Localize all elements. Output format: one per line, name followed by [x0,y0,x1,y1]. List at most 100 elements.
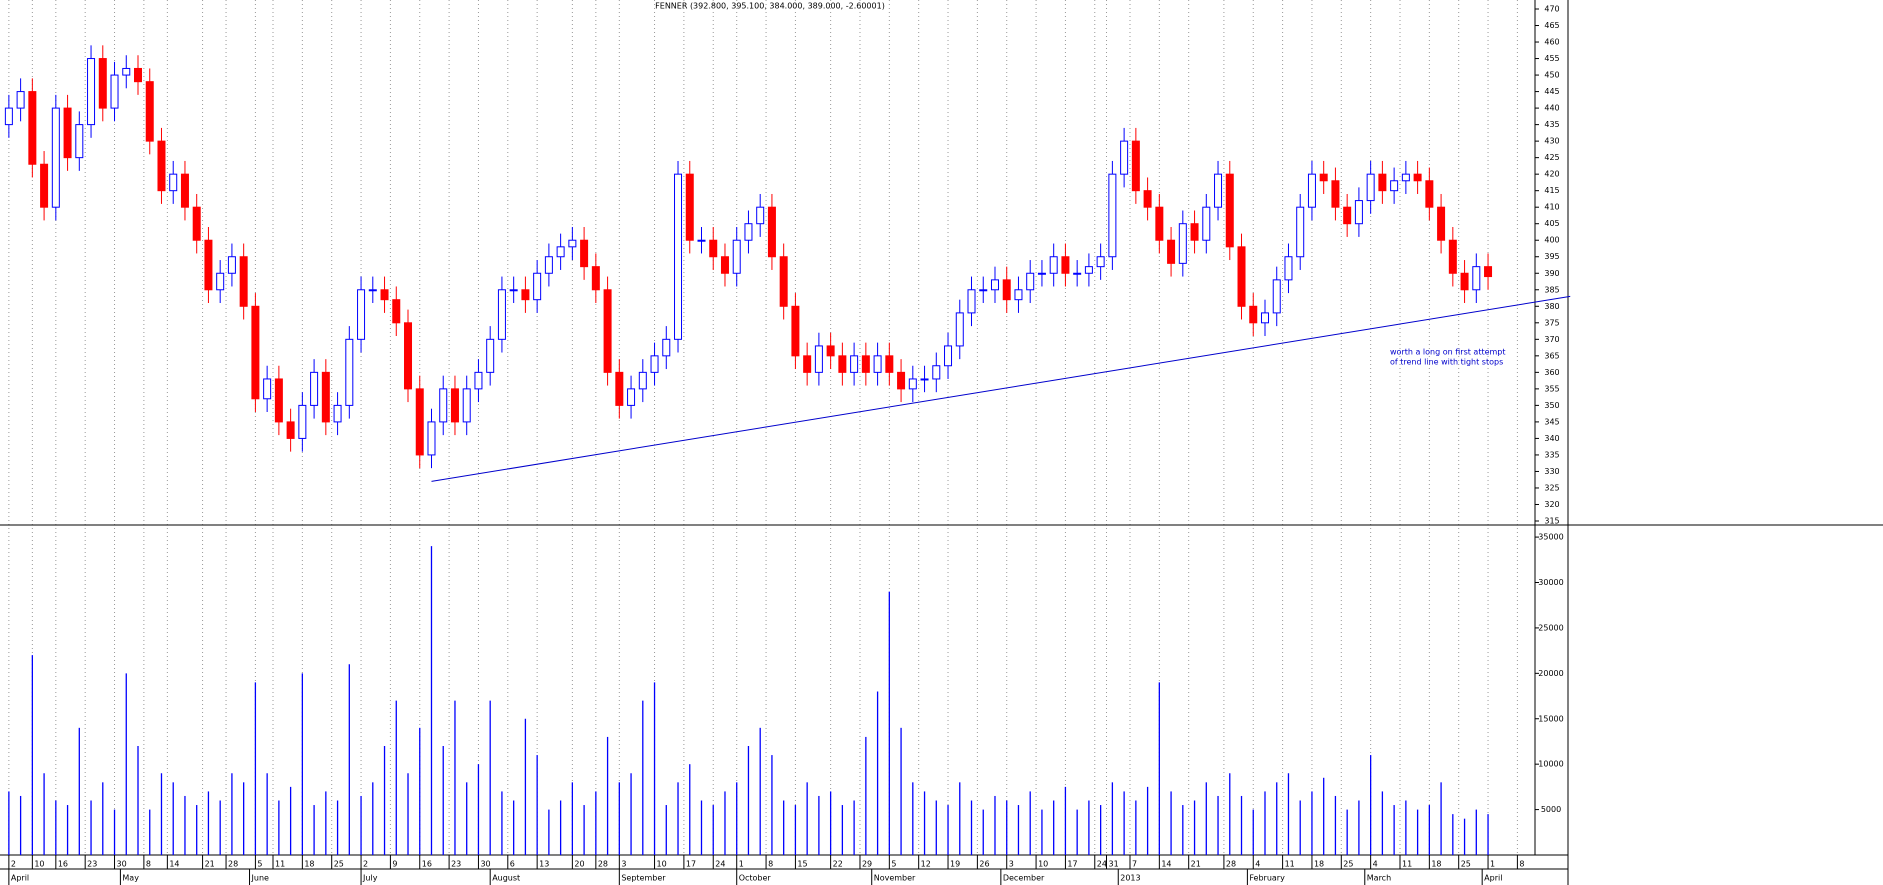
candle-body [1120,140,1129,175]
candle-body [779,256,788,307]
candle-body [1366,173,1375,202]
x-tick-label: 28 [1226,860,1236,869]
candle-body [1202,206,1211,241]
candle-body [1002,279,1011,301]
candle-body [1413,173,1422,182]
candle-body [967,289,976,314]
candle-body [627,388,636,406]
candle-body [251,305,260,400]
y2-tick-label: 30000 [1538,578,1563,587]
candle-body [192,206,201,241]
candle-body [932,365,941,380]
y-tick-label: 315 [1544,517,1559,526]
x-tick-label: 14 [1161,860,1171,869]
candle-body [662,338,671,357]
candle-body [16,91,25,109]
candle-body [1143,190,1152,208]
candle-body [110,74,119,109]
candle-body [63,107,72,159]
y-tick-label: 375 [1544,318,1559,327]
candle-body [509,289,518,292]
x-tick-label: 23 [87,860,97,869]
x-tick-label: 10 [34,860,44,869]
candle-body [791,305,800,357]
y-tick-label: 470 [1544,5,1559,14]
x-tick-label: 10 [1038,860,1048,869]
candle-body [145,81,154,142]
candle-body [404,322,413,390]
candle-body [310,371,319,406]
x-tick-label: 20 [574,860,584,869]
candle-body [861,355,870,373]
candle-body [850,355,859,373]
candle-body [885,355,894,373]
candle-body [1260,312,1269,324]
x-tick-label: 24 [715,860,725,869]
x-tick-label: 14 [169,860,179,869]
x-tick-label: 3 [1009,860,1014,869]
candle-body [169,173,178,192]
candle-body [873,355,882,373]
candle-body [345,338,354,406]
candle-body [40,163,49,208]
x-tick-label: 21 [205,860,215,869]
y-tick-label: 355 [1544,384,1559,393]
x-tick-label: 3 [621,860,626,869]
y-tick-label: 380 [1544,302,1559,311]
candle-body [216,272,225,291]
y-tick-label: 390 [1544,269,1559,278]
candle-body [1448,239,1457,274]
x-tick-label: 17 [686,860,696,869]
candle-body [767,206,776,258]
candle-body [227,256,236,274]
x-tick-label: 2 [363,860,368,869]
x-tick-label: 18 [1314,860,1324,869]
candle-body [1084,266,1093,274]
x-tick-label: 10 [657,860,667,869]
x-tick-label: 5 [257,860,262,869]
x-tick-label: 5 [891,860,896,869]
month-label: February [1249,874,1285,883]
candle-body [1331,180,1340,208]
candle-body [1096,256,1105,268]
candle-body [1214,173,1223,208]
candle-body [920,378,929,381]
x-tick-label: 1 [1490,860,1495,869]
y-tick-label: 335 [1544,450,1559,459]
x-tick-label: 28 [598,860,608,869]
candle-body [497,289,506,340]
y2-tick-label: 5000 [1541,805,1561,814]
candle-body [1155,206,1164,241]
candle-body [674,173,683,340]
x-tick-label: 30 [117,860,127,869]
y2-tick-label: 15000 [1538,714,1563,723]
month-label: October [739,874,772,883]
month-label: April [1484,874,1502,883]
month-label: June [251,874,270,883]
y-tick-label: 405 [1544,219,1559,228]
candle-body [580,239,589,268]
y-tick-label: 330 [1544,467,1559,476]
y-tick-label: 425 [1544,153,1559,162]
candle-body [239,256,248,307]
candle-body [298,404,307,439]
candle-body [1014,289,1023,301]
y-tick-label: 450 [1544,71,1559,80]
x-tick-label: 13 [539,860,549,869]
x-tick-label: 11 [275,860,285,869]
candle-body [1073,272,1082,275]
y-tick-label: 365 [1544,351,1559,360]
month-label: August [492,874,520,883]
x-tick-label: 25 [334,860,344,869]
x-tick-label: 8 [768,860,773,869]
x-tick-label: 11 [1285,860,1295,869]
candle-body [709,239,718,258]
candle-body [1272,279,1281,314]
candle-body [697,239,706,242]
x-tick-label: 2 [11,860,16,869]
candle-body [87,58,96,126]
candle-body [4,107,13,126]
y-tick-label: 370 [1544,335,1559,344]
candle-body [1284,256,1293,281]
candle-body [814,345,823,373]
